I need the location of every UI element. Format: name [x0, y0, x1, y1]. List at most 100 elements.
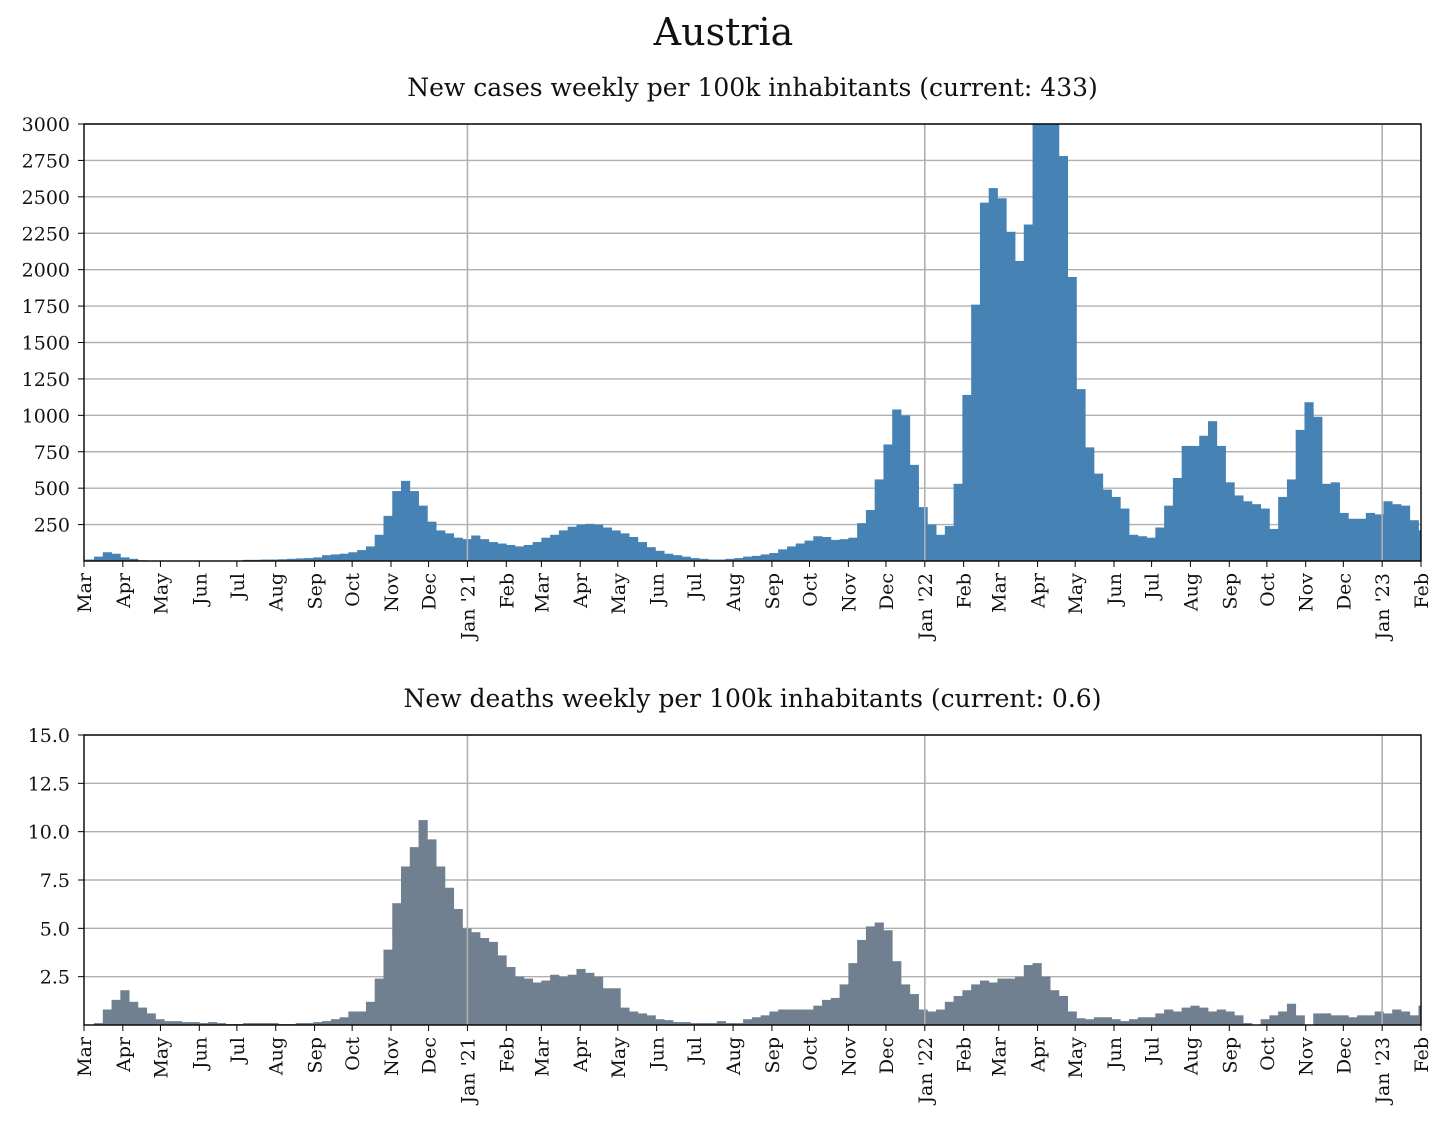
deaths-bar	[1418, 1005, 1421, 1025]
deaths-bar	[1260, 1019, 1270, 1025]
cases-bar	[129, 558, 139, 561]
cases-bar	[883, 444, 893, 561]
deaths-xtick-label: Oct	[342, 1037, 364, 1071]
deaths-bar	[1172, 1011, 1183, 1025]
deaths-bar	[1137, 1017, 1147, 1025]
deaths-chart-title: New deaths weekly per 100k inhabitants (…	[403, 684, 1102, 713]
cases-bar	[1155, 527, 1165, 561]
cases-bar	[1427, 535, 1436, 561]
cases-bar	[541, 537, 551, 561]
deaths-bar	[804, 1009, 814, 1025]
cases-xtick-label: Oct	[342, 573, 364, 607]
cases-bar	[786, 546, 797, 561]
cases-bar	[602, 527, 612, 561]
cases-bar	[383, 515, 393, 561]
deaths-xtick-label: Apr	[570, 1036, 592, 1073]
cases-xtick-label: Apr	[113, 572, 135, 609]
deaths-xtick-label: Feb	[954, 1037, 976, 1073]
cases-bar	[357, 550, 367, 561]
deaths-bar	[725, 1023, 735, 1025]
deaths-bar	[909, 994, 919, 1025]
deaths-bar	[979, 980, 990, 1025]
deaths-bar	[1146, 1017, 1156, 1025]
cases-bar	[488, 542, 498, 561]
cases-bar	[260, 559, 270, 561]
deaths-bar	[427, 839, 437, 1025]
deaths-bar	[760, 1015, 770, 1025]
deaths-bar	[585, 972, 595, 1025]
deaths-bar	[1067, 1011, 1077, 1025]
cases-bar	[1357, 518, 1367, 561]
deaths-bar	[111, 999, 121, 1025]
cases-xtick-label: Feb	[954, 573, 976, 609]
deaths-bar	[348, 1011, 358, 1025]
cases-bar	[1137, 536, 1147, 561]
deaths-bar	[576, 968, 586, 1025]
deaths-bar	[383, 949, 393, 1025]
cases-bar	[769, 552, 779, 561]
deaths-bar	[830, 997, 840, 1025]
cases-bar	[716, 559, 726, 561]
cases-bar	[1111, 496, 1121, 561]
deaths-xtick-label: Aug	[1180, 1037, 1202, 1076]
deaths-bar	[322, 1021, 332, 1025]
cases-bar	[927, 524, 937, 561]
cases-xtick-label: Dec	[1333, 573, 1355, 610]
cases-bar	[1050, 124, 1060, 561]
deaths-chart: 2.5 5.0 7.5 10.0 12.5 15.0 Mar Apr May Jun Jul Aug S…	[28, 725, 1436, 1106]
deaths-bar	[1269, 1015, 1279, 1025]
deaths-xtick-label: Dec	[419, 1037, 441, 1074]
cases-xtick-label: Nov	[838, 573, 860, 612]
deaths-bar	[129, 1001, 139, 1025]
cases-bar	[971, 304, 981, 561]
deaths-bar	[672, 1022, 683, 1025]
deaths-bar	[1164, 1009, 1174, 1025]
deaths-xtick-label: Jul	[1142, 1037, 1164, 1065]
cases-bar	[1339, 512, 1349, 561]
cases-bar	[453, 537, 463, 561]
deaths-bar	[444, 887, 455, 1025]
cases-xtick-label: Mar	[989, 572, 1011, 613]
deaths-bar	[962, 990, 972, 1025]
cases-bar	[1348, 518, 1358, 561]
cases-bar	[1102, 489, 1112, 561]
deaths-bar	[664, 1020, 674, 1025]
cases-bar	[1129, 534, 1139, 561]
deaths-bar	[1199, 1007, 1209, 1025]
deaths-bar	[418, 820, 428, 1025]
deaths-bar	[1243, 1023, 1253, 1025]
cases-bar	[1032, 124, 1042, 561]
cases-bar	[988, 188, 998, 561]
cases-bar	[120, 557, 130, 561]
cases-bar	[708, 559, 718, 561]
deaths-bar	[1427, 1017, 1436, 1025]
deaths-bar	[190, 1022, 200, 1025]
deaths-ytick-label: 15.0	[28, 725, 70, 747]
deaths-bar	[1050, 990, 1060, 1025]
cases-bar	[1006, 231, 1016, 561]
cases-bar	[690, 558, 700, 561]
cases-bar	[330, 554, 341, 561]
deaths-bar	[1295, 1015, 1305, 1025]
cases-bar	[1015, 260, 1025, 561]
cases-xtick-label: Nov	[1296, 573, 1318, 612]
cases-bar	[629, 536, 639, 561]
cases-bar	[1085, 447, 1095, 561]
cases-bar	[313, 557, 323, 561]
cases-xtick-label: Feb	[1411, 573, 1433, 609]
deaths-bar	[339, 1017, 349, 1025]
deaths-bar	[392, 903, 402, 1025]
deaths-bar	[1085, 1019, 1095, 1025]
cases-ytick-label: 2750	[22, 150, 70, 172]
deaths-bar	[172, 1021, 183, 1025]
cases-bar	[506, 544, 516, 561]
deaths-bar	[1339, 1015, 1349, 1025]
deaths-xtick-label: Sep	[1219, 1037, 1241, 1073]
deaths-bar	[1313, 1013, 1323, 1025]
deaths-xtick-label: Jul	[684, 1037, 706, 1065]
deaths-bar	[365, 1001, 376, 1025]
deaths-bar	[1374, 1011, 1384, 1025]
deaths-bar	[690, 1023, 700, 1025]
deaths-bar	[848, 963, 858, 1025]
